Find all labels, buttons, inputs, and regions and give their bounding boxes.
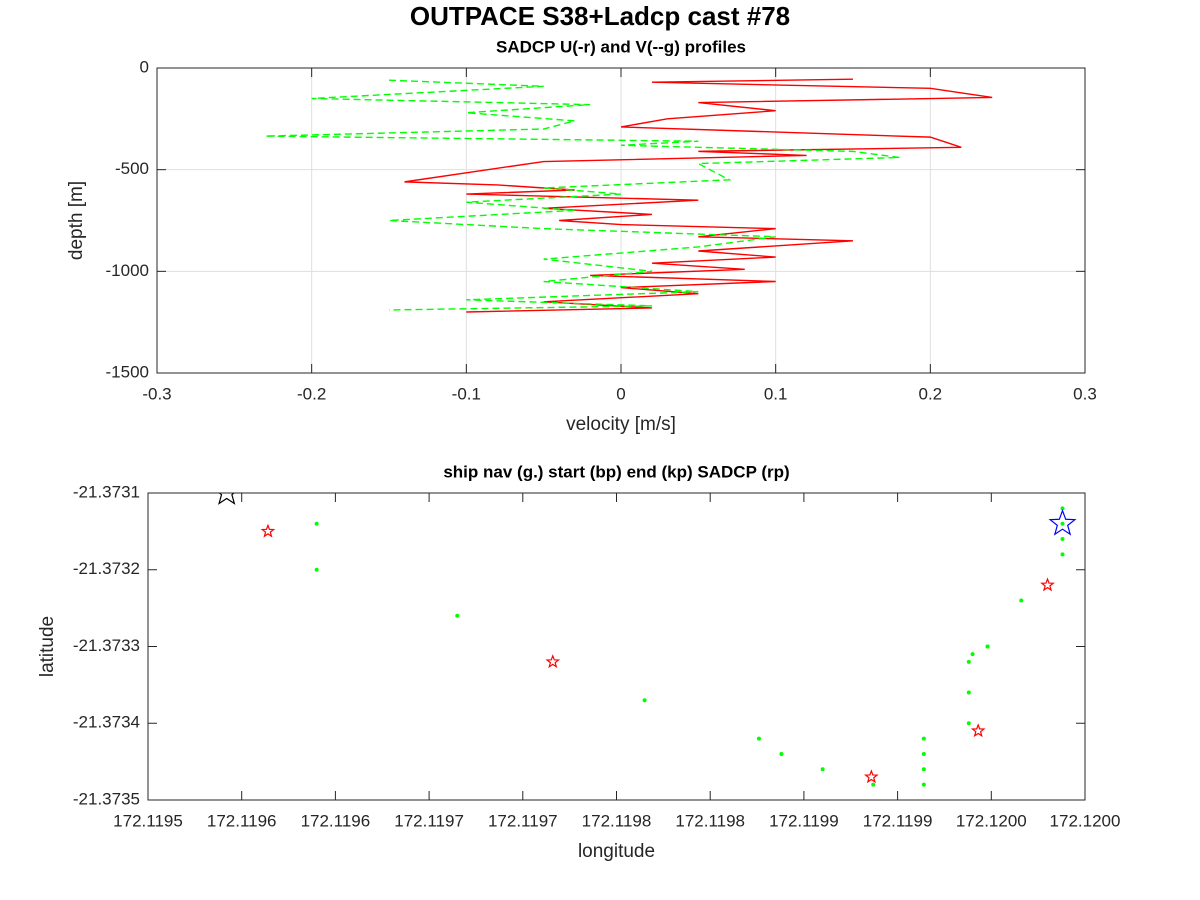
nav-dot (966, 690, 971, 695)
nav-dot (921, 751, 926, 756)
profile-line (265, 79, 900, 311)
x-tick-label: 172.1200 (956, 811, 1027, 830)
nav-dot (314, 567, 319, 572)
nav-dot (1019, 598, 1024, 603)
y-axis-label: latitude (37, 616, 58, 677)
nav-dot (314, 521, 319, 526)
nav-dot (921, 782, 926, 787)
star-marker (545, 654, 561, 669)
nav-dot (820, 767, 825, 772)
plot-content (265, 78, 993, 313)
star-marker (1048, 508, 1077, 536)
star-marker (970, 723, 986, 738)
chart-title: ship nav (g.) start (bp) end (kp) SADCP … (443, 462, 789, 481)
x-tick-label: -0.3 (142, 384, 171, 403)
x-tick-label: 172.1196 (301, 811, 371, 830)
y-tick-label: -21.3732 (73, 559, 140, 578)
x-tick-label: 172.1195 (113, 811, 183, 830)
x-tick-label: 172.1200 (1050, 811, 1121, 830)
x-tick-label: 172.1199 (769, 811, 839, 830)
profile-line (404, 78, 993, 313)
x-tick-label: 172.1199 (863, 811, 933, 830)
figure-title: OUTPACE S38+Ladcp cast #78 (410, 1, 790, 31)
nav-dot (642, 698, 647, 703)
star-marker (260, 523, 276, 538)
x-tick-label: 0.2 (919, 384, 943, 403)
axes-box (156, 67, 1086, 374)
nav-dot (921, 736, 926, 741)
nav-dot (921, 767, 926, 772)
x-axis-label: longitude (578, 841, 655, 862)
nav-dot (756, 736, 761, 741)
y-axis-label: depth [m] (66, 181, 87, 260)
chart-title: SADCP U(-r) and V(--g) profiles (496, 37, 746, 56)
x-tick-label: 172.1197 (394, 811, 464, 830)
x-axis-label: velocity [m/s] (566, 414, 676, 435)
nav-dot (1060, 537, 1065, 542)
plot-area (148, 493, 1085, 800)
nav-dot (455, 613, 460, 618)
axes-box (147, 492, 1086, 801)
nav-dot (871, 782, 876, 787)
y-tick-label: -21.3734 (73, 713, 140, 732)
x-tick-label: 172.1198 (675, 811, 745, 830)
y-tick-label: -500 (115, 159, 149, 178)
x-tick-label: 0.3 (1073, 384, 1097, 403)
x-tick-label: 172.1198 (582, 811, 652, 830)
y-tick-label: 0 (140, 57, 149, 76)
nav-dot (970, 652, 975, 657)
nav-dot (779, 751, 784, 756)
nav-dot (966, 659, 971, 664)
x-tick-label: 0 (616, 384, 625, 403)
y-tick-label: -1500 (106, 362, 149, 381)
nav-dot (1060, 552, 1065, 557)
star-marker (218, 493, 236, 505)
nav-dot (1060, 521, 1065, 526)
nav-dot (985, 644, 990, 649)
x-tick-label: 172.1197 (488, 811, 558, 830)
nav-dot (1060, 506, 1065, 511)
nav-dot (966, 721, 971, 726)
y-tick-label: -21.3731 (73, 482, 140, 501)
star-marker (1040, 577, 1055, 592)
y-tick-label: -21.3733 (73, 636, 140, 655)
x-tick-label: 0.1 (764, 384, 788, 403)
x-tick-label: -0.1 (452, 384, 481, 403)
x-tick-label: -0.2 (297, 384, 326, 403)
plot-content (218, 493, 1077, 787)
star-marker (864, 769, 879, 784)
y-tick-label: -1000 (106, 261, 149, 280)
x-tick-label: 172.1196 (207, 811, 277, 830)
y-tick-label: -21.3735 (73, 789, 140, 808)
